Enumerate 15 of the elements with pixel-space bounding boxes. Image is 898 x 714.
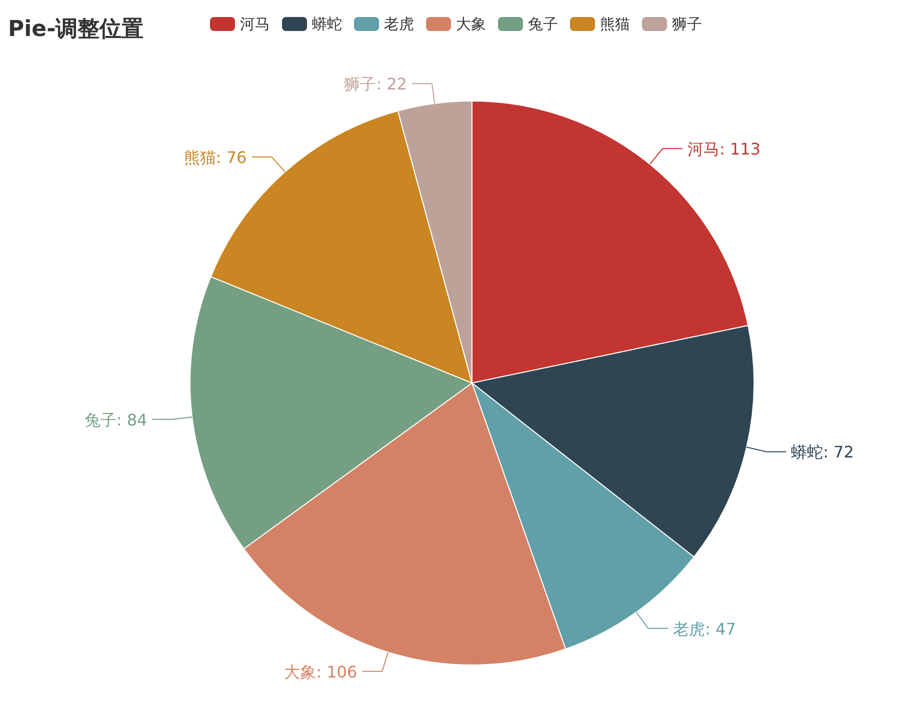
legend-label: 熊猫 [600, 15, 630, 33]
legend-label: 蟒蛇 [312, 15, 342, 33]
legend-label: 狮子 [672, 15, 702, 33]
legend-label: 老虎 [384, 15, 414, 33]
data-label: 老虎: 47 [673, 619, 736, 638]
legend-label: 兔子 [528, 15, 558, 33]
chart-title: Pie-调整位置 [8, 17, 144, 42]
data-label: 狮子: 22 [344, 74, 407, 94]
data-label: 大象: 106 [284, 662, 358, 682]
legend-label: 河马 [240, 15, 270, 33]
data-label: 熊猫: 76 [184, 148, 247, 167]
data-label: 蟒蛇: 72 [791, 442, 854, 462]
data-label: 兔子: 84 [84, 410, 148, 430]
data-label: 河马: 113 [688, 140, 761, 159]
legend-label: 大象 [456, 15, 486, 33]
